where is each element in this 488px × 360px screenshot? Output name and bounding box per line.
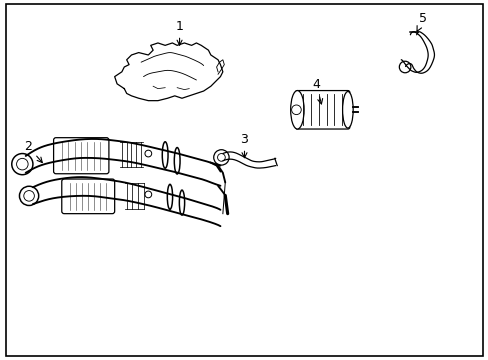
Text: 3: 3	[240, 132, 248, 158]
Text: 5: 5	[416, 12, 427, 31]
FancyBboxPatch shape	[54, 138, 109, 174]
Circle shape	[213, 150, 229, 165]
Text: 1: 1	[175, 20, 183, 45]
Text: 2: 2	[24, 140, 42, 163]
FancyBboxPatch shape	[61, 179, 114, 213]
Circle shape	[217, 154, 225, 161]
Circle shape	[144, 191, 151, 198]
Ellipse shape	[290, 91, 304, 129]
FancyBboxPatch shape	[295, 91, 349, 129]
Circle shape	[291, 105, 301, 114]
Ellipse shape	[342, 91, 352, 128]
Circle shape	[144, 150, 151, 157]
Text: 4: 4	[312, 78, 322, 104]
Circle shape	[399, 61, 410, 73]
